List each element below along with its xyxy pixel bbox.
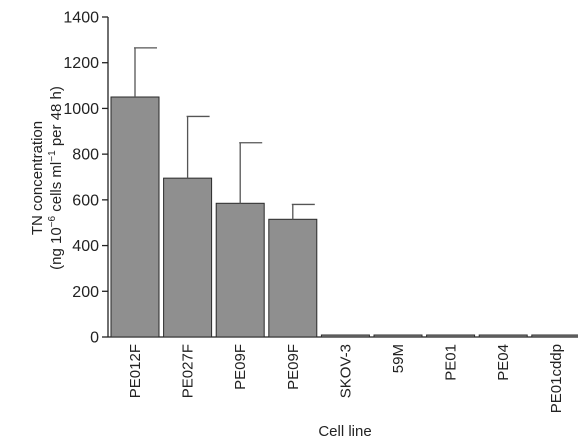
bar bbox=[373, 334, 423, 338]
ylabel-part-c: per 48 h) bbox=[48, 86, 65, 150]
x-tick-label: PE01cddp bbox=[548, 344, 565, 413]
x-tick-label: PE09F bbox=[232, 344, 249, 390]
y-axis-title-line2: (ng 10−6 cells ml−1 per 48 h) bbox=[47, 86, 65, 270]
y-tick-label: 1000 bbox=[63, 101, 99, 118]
x-tick-label: 59M bbox=[390, 344, 407, 373]
y-tick-label: 600 bbox=[72, 192, 99, 209]
x-tick-label: PE027F bbox=[180, 344, 197, 398]
bar bbox=[215, 202, 265, 338]
y-tick-label: 400 bbox=[72, 238, 99, 255]
y-tick-label: 1400 bbox=[63, 10, 99, 27]
ylabel-part-b: cells ml bbox=[48, 162, 65, 216]
y-axis-title: TN concentration (ng 10−6 cells ml−1 per… bbox=[29, 86, 65, 270]
x-axis-title: Cell line bbox=[318, 423, 371, 440]
ylabel-sup-a: −6 bbox=[47, 215, 58, 227]
y-axis-title-line1: TN concentration bbox=[29, 121, 46, 235]
bar bbox=[426, 334, 476, 338]
bar bbox=[163, 177, 213, 338]
y-tick-label: 800 bbox=[72, 147, 99, 164]
x-tick-label: PE012F bbox=[127, 344, 144, 398]
ylabel-sup-b: −1 bbox=[47, 150, 58, 162]
ylabel-part-a: (ng 10 bbox=[48, 227, 65, 270]
bar bbox=[531, 334, 578, 338]
y-tick-label: 0 bbox=[90, 330, 99, 347]
x-tick-label: SKOV-3 bbox=[337, 344, 354, 398]
x-tick-label: PE01 bbox=[443, 344, 460, 381]
bar bbox=[478, 334, 528, 338]
x-tick-label: PE04 bbox=[495, 344, 512, 381]
x-tick-label: PE09F bbox=[285, 344, 302, 390]
y-ticks: 0 200 400 600 800 1000 1200 1400 bbox=[63, 10, 108, 347]
error-bars bbox=[134, 47, 315, 220]
bar bbox=[320, 334, 370, 338]
bars bbox=[110, 96, 578, 338]
bar bbox=[268, 218, 318, 338]
bar bbox=[110, 96, 160, 338]
y-tick-label: 1200 bbox=[63, 55, 99, 72]
y-tick-label: 200 bbox=[72, 284, 99, 301]
x-tick-labels: PE012F PE027F PE09F PE09F SKOV-3 59M PE01 PE04 P… bbox=[127, 344, 565, 413]
